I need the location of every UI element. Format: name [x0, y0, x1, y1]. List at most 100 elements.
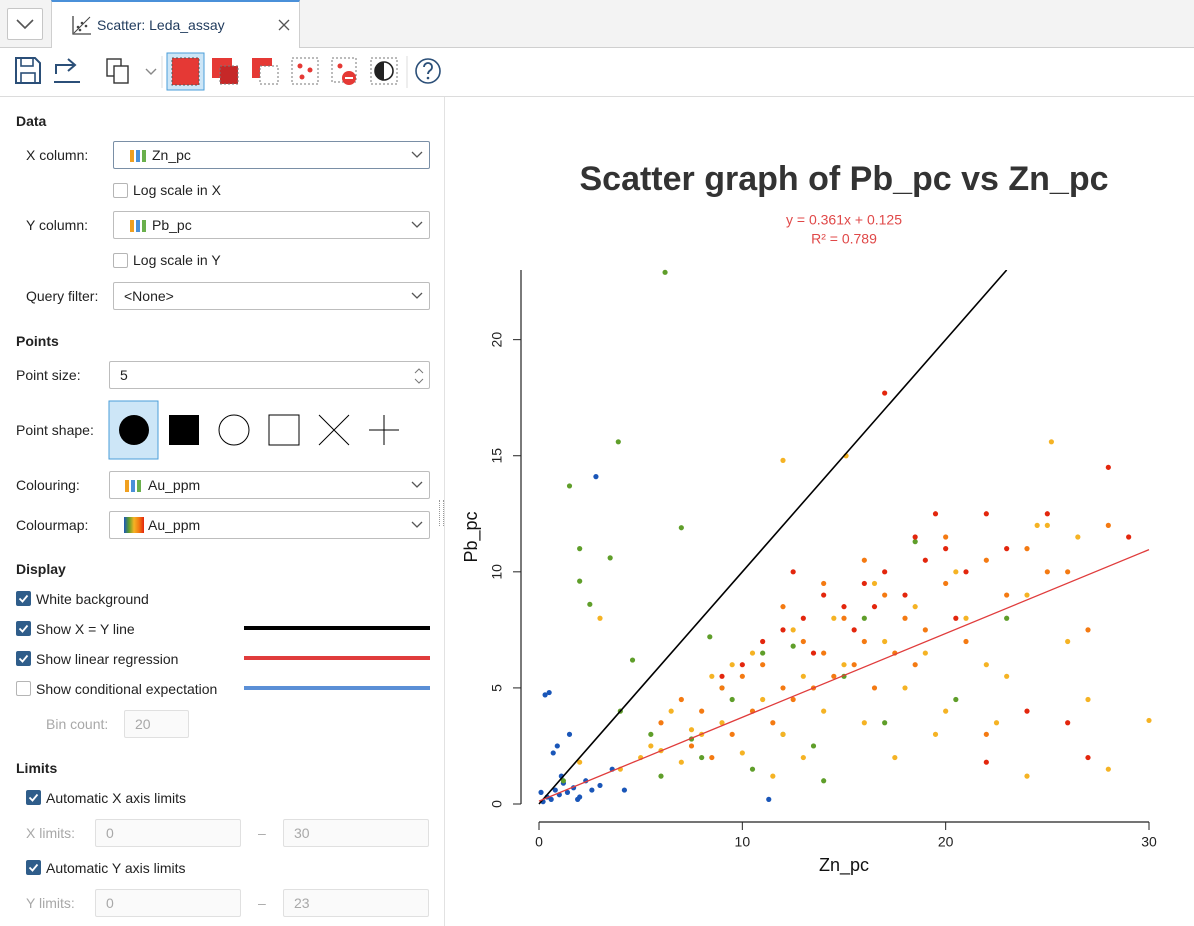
toolbar: [15, 52, 441, 91]
field-label: Colourmap:: [16, 517, 89, 533]
point: [668, 708, 674, 714]
checkbox-label: White background: [36, 591, 149, 607]
point: [983, 731, 989, 737]
x-axis-label: Zn_pc: [819, 855, 869, 876]
shape-open-square[interactable]: [268, 414, 300, 446]
export-button[interactable]: [54, 58, 80, 83]
point: [790, 696, 796, 703]
point: [1075, 534, 1081, 540]
x-column-dropdown[interactable]: Zn_pc: [113, 141, 430, 169]
point: [882, 569, 888, 575]
checkbox[interactable]: [16, 651, 31, 666]
shape-open-circle[interactable]: [218, 414, 250, 446]
point: [841, 615, 847, 621]
point: [688, 743, 695, 749]
point: [851, 662, 857, 668]
point: [749, 766, 756, 772]
colourmap-dropdown[interactable]: Au_ppm: [109, 511, 430, 539]
point: [983, 511, 989, 517]
field-label: X limits:: [26, 825, 75, 841]
line-swatch[interactable]: [244, 686, 430, 690]
save-button[interactable]: [15, 57, 41, 84]
point: [1004, 592, 1010, 598]
point: [1105, 464, 1111, 470]
point: [993, 720, 1000, 726]
point: [1105, 766, 1111, 772]
checkbox[interactable]: [26, 860, 41, 875]
help-button[interactable]: [415, 58, 441, 84]
point: [790, 569, 796, 575]
toolbar-border: [0, 96, 1194, 97]
point: [550, 750, 556, 756]
checkbox[interactable]: [16, 681, 31, 696]
copy-button[interactable]: [106, 58, 157, 84]
dropdown-value: <None>: [124, 288, 174, 304]
point: [810, 743, 817, 749]
point: [760, 662, 766, 668]
dropdown-value: Pb_pc: [152, 217, 192, 233]
checkbox[interactable]: [16, 591, 31, 606]
point: [983, 662, 989, 668]
point: [566, 483, 573, 489]
checkbox-label: Show X = Y line: [36, 621, 135, 637]
dropdown-value: Zn_pc: [152, 147, 191, 163]
checkbox[interactable]: [26, 790, 41, 805]
select-remove-button[interactable]: [252, 58, 279, 85]
point: [780, 731, 786, 737]
point: [943, 546, 949, 552]
point: [790, 643, 796, 649]
section-heading: Points: [16, 333, 59, 349]
point: [577, 546, 583, 552]
point-size-spinbox[interactable]: 5: [109, 361, 430, 389]
tab[interactable]: Scatter: Leda_assay: [51, 0, 300, 48]
checkbox[interactable]: [113, 253, 128, 268]
point: [1024, 708, 1030, 714]
y-column-dropdown[interactable]: Pb_pc: [113, 211, 430, 239]
select-points-button[interactable]: [291, 57, 319, 85]
point: [800, 638, 806, 645]
tab-menu-button[interactable]: [7, 8, 43, 40]
point: [831, 673, 837, 679]
point: [963, 638, 969, 645]
query-filter-dropdown[interactable]: <None>: [113, 282, 430, 310]
point: [800, 615, 806, 621]
x-tick-label: 0: [535, 834, 543, 850]
field-label: Y limits:: [26, 895, 75, 911]
point: [648, 731, 654, 737]
line-swatch[interactable]: [244, 656, 430, 660]
point: [709, 673, 715, 679]
checkbox[interactable]: [113, 183, 128, 198]
point: [841, 662, 847, 668]
spinbox-value: 30: [294, 825, 310, 841]
invert-button[interactable]: [370, 57, 398, 85]
splitter[interactable]: [444, 97, 445, 926]
spinbox-value: 20: [135, 716, 151, 732]
point: [821, 592, 827, 598]
shape-plus[interactable]: [369, 415, 399, 445]
point: [709, 754, 715, 761]
shape-circle[interactable]: [119, 415, 149, 445]
dropdown-value: Au_ppm: [148, 517, 201, 533]
colouring-dropdown[interactable]: Au_ppm: [109, 471, 430, 499]
point: [861, 557, 867, 563]
splitter-grip[interactable]: [439, 500, 444, 526]
checkbox[interactable]: [16, 621, 31, 636]
point: [821, 708, 827, 714]
point: [678, 696, 684, 703]
select-add-button[interactable]: [212, 58, 239, 85]
tab-close[interactable]: [278, 19, 290, 31]
point: [542, 692, 548, 698]
deselect-button[interactable]: [331, 57, 357, 85]
point: [780, 685, 786, 691]
shape-cross[interactable]: [318, 414, 350, 446]
point: [770, 773, 776, 779]
shape-square[interactable]: [169, 415, 199, 445]
spinbox-value: 0: [106, 825, 114, 841]
bin-count-spinbox: 20: [124, 710, 189, 738]
point: [575, 796, 581, 802]
point: [1126, 534, 1132, 540]
point: [770, 720, 776, 726]
line-swatch[interactable]: [244, 626, 430, 630]
point: [719, 720, 725, 726]
colourmap-icon: [124, 517, 144, 533]
